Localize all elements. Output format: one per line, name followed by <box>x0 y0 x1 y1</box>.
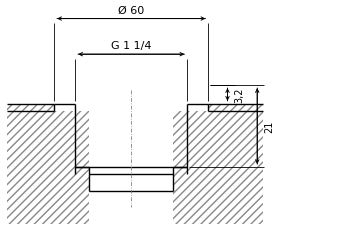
Bar <box>7 112 89 224</box>
Bar <box>7 104 54 224</box>
Bar <box>208 104 262 224</box>
Text: Ø 60: Ø 60 <box>118 5 144 15</box>
Bar <box>7 112 89 224</box>
Bar <box>7 104 54 224</box>
Text: 21: 21 <box>265 120 274 133</box>
Bar <box>208 104 262 224</box>
Bar <box>173 112 262 224</box>
Bar <box>173 112 262 224</box>
Text: 3,2: 3,2 <box>235 87 245 103</box>
Text: G 1 1/4: G 1 1/4 <box>111 41 152 51</box>
